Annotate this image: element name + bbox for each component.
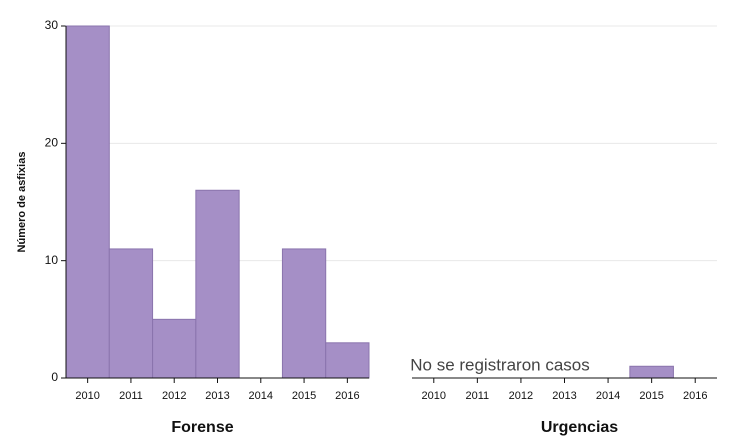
x-tick-label: 2013: [552, 390, 576, 402]
bar: [152, 318, 197, 379]
panel-title: Urgencias: [541, 419, 618, 436]
x-tick-label: 2010: [75, 390, 99, 402]
annotation: No se registraron casos: [410, 355, 590, 374]
y-tick-label: 30: [45, 18, 59, 32]
x-tick-label: 2016: [335, 390, 359, 402]
y-axis-title: Número de asfixias: [16, 152, 28, 253]
x-tick-label: 2011: [119, 390, 143, 402]
x-tick-label: 2015: [292, 390, 316, 402]
bar: [629, 365, 674, 379]
x-tick-label: 2013: [205, 390, 229, 402]
y-tick-label: 20: [45, 136, 59, 150]
x-tick-label: 2016: [683, 390, 707, 402]
bar: [281, 248, 327, 379]
bar: [65, 25, 110, 379]
x-tick-label: 2012: [162, 390, 186, 402]
x-tick-label: 2015: [639, 390, 663, 402]
x-tick-label: 2012: [509, 390, 533, 402]
panel-title: Forense: [171, 419, 233, 436]
x-tick-label: 2014: [596, 390, 620, 402]
x-tick-label: 2010: [422, 390, 446, 402]
bar: [108, 248, 154, 379]
y-tick-label: 10: [45, 253, 59, 267]
y-tick-label: 0: [51, 370, 58, 384]
bar: [195, 189, 240, 379]
bar: [325, 342, 370, 379]
x-tick-label: 2014: [249, 390, 273, 402]
x-tick-label: 2011: [466, 390, 490, 402]
